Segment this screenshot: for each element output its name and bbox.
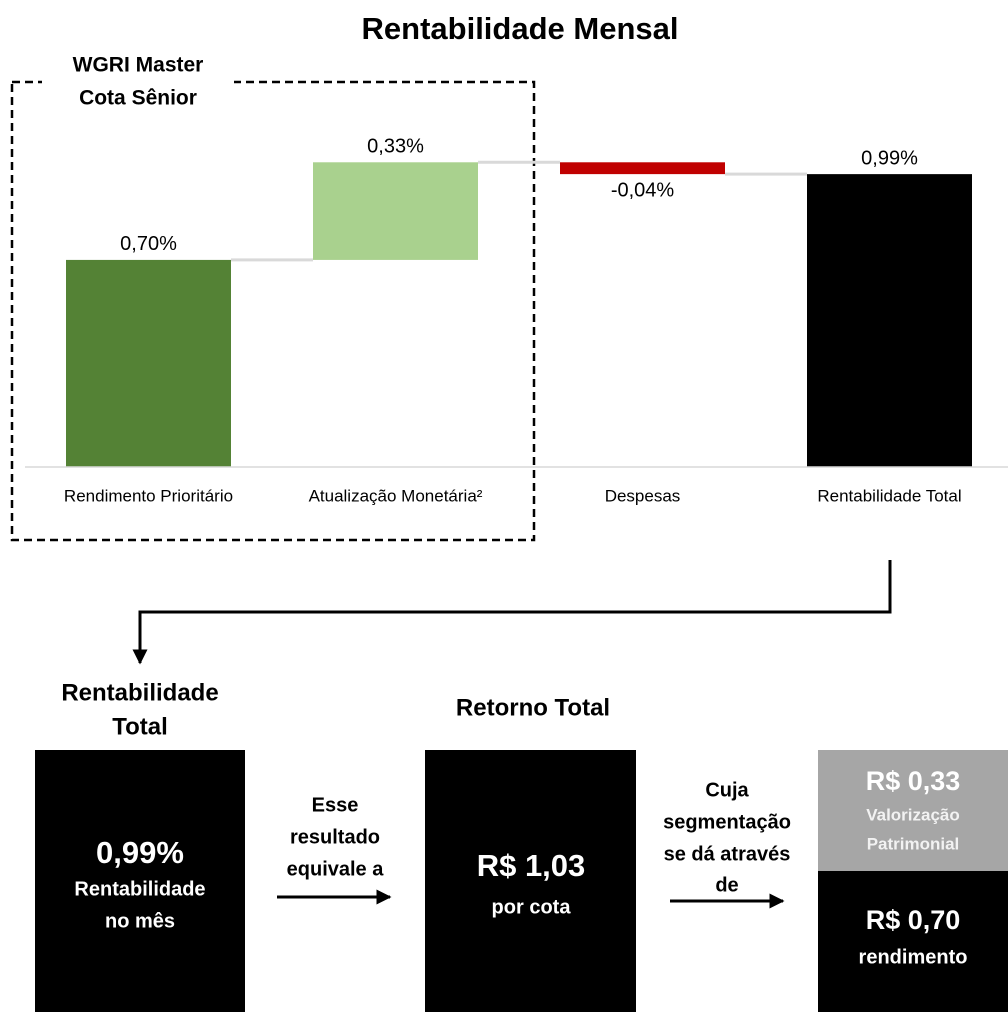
box	[35, 750, 245, 1012]
connector-text: se dá através	[664, 843, 791, 865]
heading: Retorno Total	[456, 694, 610, 721]
box-value: R$ 1,03	[477, 848, 586, 883]
box-caption: por cota	[492, 896, 572, 918]
bar	[313, 162, 478, 260]
bar	[807, 174, 972, 467]
x-tick-label: Atualização Monetária²	[309, 486, 483, 505]
group-label: Cota Sênior	[79, 87, 197, 110]
data-label: -0,04%	[611, 179, 675, 201]
connector-text: Esse	[312, 794, 359, 816]
data-label: 0,33%	[367, 136, 424, 158]
segment-value: R$ 0,33	[866, 766, 961, 796]
box-value: 0,99%	[96, 835, 184, 870]
flow-arrow	[132, 560, 892, 665]
x-tick-label: Despesas	[605, 486, 681, 505]
group-label: WGRI Master	[73, 54, 204, 77]
segment-value: R$ 0,70	[866, 905, 961, 935]
segment-caption: Valorização	[866, 805, 960, 824]
heading: Total	[112, 713, 168, 740]
connector-text: equivale a	[287, 858, 385, 880]
waterfall-chart: 0,70% Rendimento Prioritário 0,33% Atualiza…	[25, 136, 1008, 505]
x-tick-label: Rentabilidade Total	[817, 486, 961, 505]
x-tick-label: Rendimento Prioritário	[64, 486, 233, 505]
data-label: 0,99%	[861, 147, 918, 169]
connector-text: Cuja	[705, 779, 749, 801]
connector-text: segmentação	[663, 811, 791, 833]
segment-caption: rendimento	[859, 946, 968, 968]
chart-title: Rentabilidade Mensal	[362, 11, 679, 46]
segment-box	[818, 871, 1008, 1012]
connector-text: resultado	[290, 826, 380, 848]
data-label: 0,70%	[120, 233, 177, 255]
heading: Rentabilidade	[61, 679, 218, 706]
connector-text: de	[715, 874, 738, 896]
box-caption: no mês	[105, 910, 175, 932]
bar	[66, 259, 231, 467]
segment-caption: Patrimonial	[867, 834, 960, 853]
box	[425, 750, 636, 1012]
bar	[560, 162, 725, 175]
group-label-bg	[42, 48, 234, 116]
segment-box	[818, 750, 1008, 871]
group-box	[10, 80, 536, 542]
box-caption: Rentabilidade	[74, 878, 205, 900]
